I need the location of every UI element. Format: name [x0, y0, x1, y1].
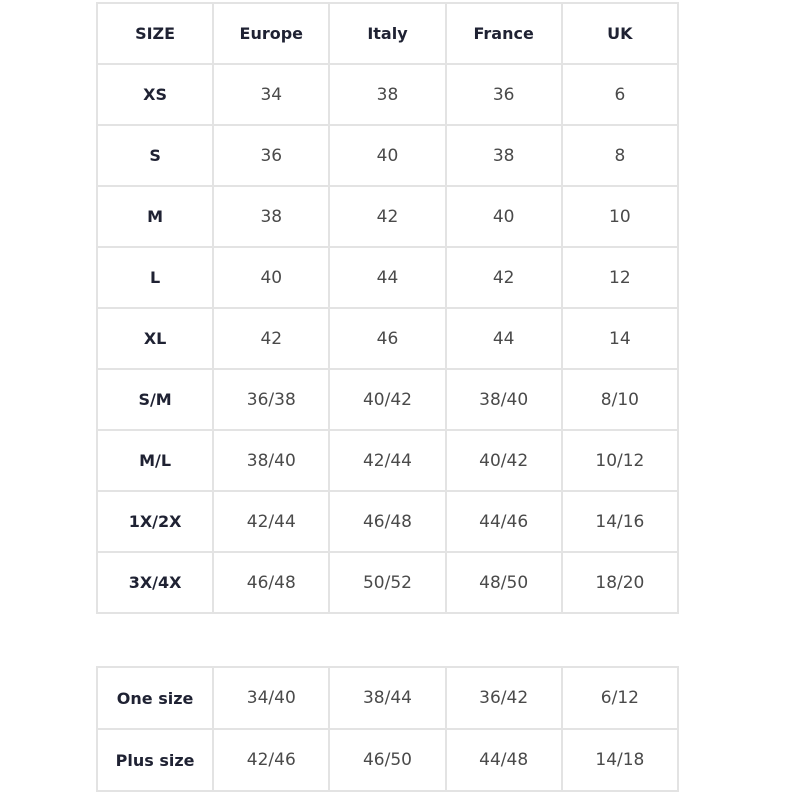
size-value-cell: 38 — [444, 124, 563, 187]
size-value-cell: 34 — [212, 63, 331, 126]
table-row: M 38 42 40 10 — [95, 185, 680, 248]
size-value-cell: 12 — [560, 246, 680, 309]
size-value-cell: 42 — [328, 185, 447, 248]
size-value-cell: 40 — [328, 124, 447, 187]
size-value-cell: 42 — [444, 246, 563, 309]
size-value-cell: 38/40 — [212, 429, 331, 492]
size-value-cell: 40 — [212, 246, 331, 309]
header-row: SIZE Europe Italy France UK — [95, 2, 680, 65]
size-label-cell: S — [95, 124, 215, 187]
size-value-cell: 46 — [328, 307, 447, 370]
size-value-cell: 42/44 — [328, 429, 447, 492]
size-value-cell: 36/42 — [444, 666, 563, 730]
size-value-cell: 10/12 — [560, 429, 680, 492]
size-value-cell: 18/20 — [560, 551, 680, 614]
size-value-cell: 46/50 — [328, 728, 447, 792]
table-row: S/M 36/38 40/42 38/40 8/10 — [95, 368, 680, 431]
size-value-cell: 46/48 — [328, 490, 447, 553]
size-value-cell: 6/12 — [560, 666, 680, 730]
size-label-cell: One size — [95, 666, 215, 730]
special-size-table: One size 34/40 38/44 36/42 6/12 Plus size 42/4… — [95, 666, 680, 792]
size-value-cell: 8/10 — [560, 368, 680, 431]
size-value-cell: 38 — [212, 185, 331, 248]
size-value-cell: 36 — [212, 124, 331, 187]
size-value-cell: 6 — [560, 63, 680, 126]
table-row: Plus size 42/46 46/50 44/48 14/18 — [95, 728, 680, 792]
size-value-cell: 48/50 — [444, 551, 563, 614]
size-value-cell: 42 — [212, 307, 331, 370]
size-label-cell: 3X/4X — [95, 551, 215, 614]
table-row: One size 34/40 38/44 36/42 6/12 — [95, 666, 680, 730]
size-label-cell: M — [95, 185, 215, 248]
size-label-cell: S/M — [95, 368, 215, 431]
column-header: Italy — [328, 2, 447, 65]
size-value-cell: 44 — [444, 307, 563, 370]
size-chart-table: SIZE Europe Italy France UK XS 34 38 36 6 S 36 40 38 8… — [95, 2, 680, 614]
column-header: UK — [560, 2, 680, 65]
table-row: 1X/2X 42/44 46/48 44/46 14/16 — [95, 490, 680, 553]
size-value-cell: 42/44 — [212, 490, 331, 553]
table-row: M/L 38/40 42/44 40/42 10/12 — [95, 429, 680, 492]
size-label-cell: M/L — [95, 429, 215, 492]
table-row: L 40 44 42 12 — [95, 246, 680, 309]
table-row: XL 42 46 44 14 — [95, 307, 680, 370]
size-value-cell: 38/40 — [444, 368, 563, 431]
table-row: 3X/4X 46/48 50/52 48/50 18/20 — [95, 551, 680, 614]
size-label-cell: Plus size — [95, 728, 215, 792]
size-value-cell: 42/46 — [212, 728, 331, 792]
size-value-cell: 38 — [328, 63, 447, 126]
size-value-cell: 14/16 — [560, 490, 680, 553]
size-value-cell: 8 — [560, 124, 680, 187]
table-row: S 36 40 38 8 — [95, 124, 680, 187]
size-value-cell: 46/48 — [212, 551, 331, 614]
size-value-cell: 36/38 — [212, 368, 331, 431]
size-value-cell: 40 — [444, 185, 563, 248]
column-header: France — [444, 2, 563, 65]
size-value-cell: 44 — [328, 246, 447, 309]
size-label-cell: 1X/2X — [95, 490, 215, 553]
size-label-cell: XS — [95, 63, 215, 126]
size-value-cell: 34/40 — [212, 666, 331, 730]
size-value-cell: 10 — [560, 185, 680, 248]
table-row: XS 34 38 36 6 — [95, 63, 680, 126]
size-value-cell: 40/42 — [444, 429, 563, 492]
size-label-cell: L — [95, 246, 215, 309]
size-value-cell: 14 — [560, 307, 680, 370]
size-value-cell: 38/44 — [328, 666, 447, 730]
column-header: SIZE — [95, 2, 215, 65]
size-value-cell: 44/48 — [444, 728, 563, 792]
size-value-cell: 40/42 — [328, 368, 447, 431]
size-value-cell: 36 — [444, 63, 563, 126]
size-label-cell: XL — [95, 307, 215, 370]
size-value-cell: 14/18 — [560, 728, 680, 792]
size-value-cell: 44/46 — [444, 490, 563, 553]
column-header: Europe — [212, 2, 331, 65]
size-value-cell: 50/52 — [328, 551, 447, 614]
